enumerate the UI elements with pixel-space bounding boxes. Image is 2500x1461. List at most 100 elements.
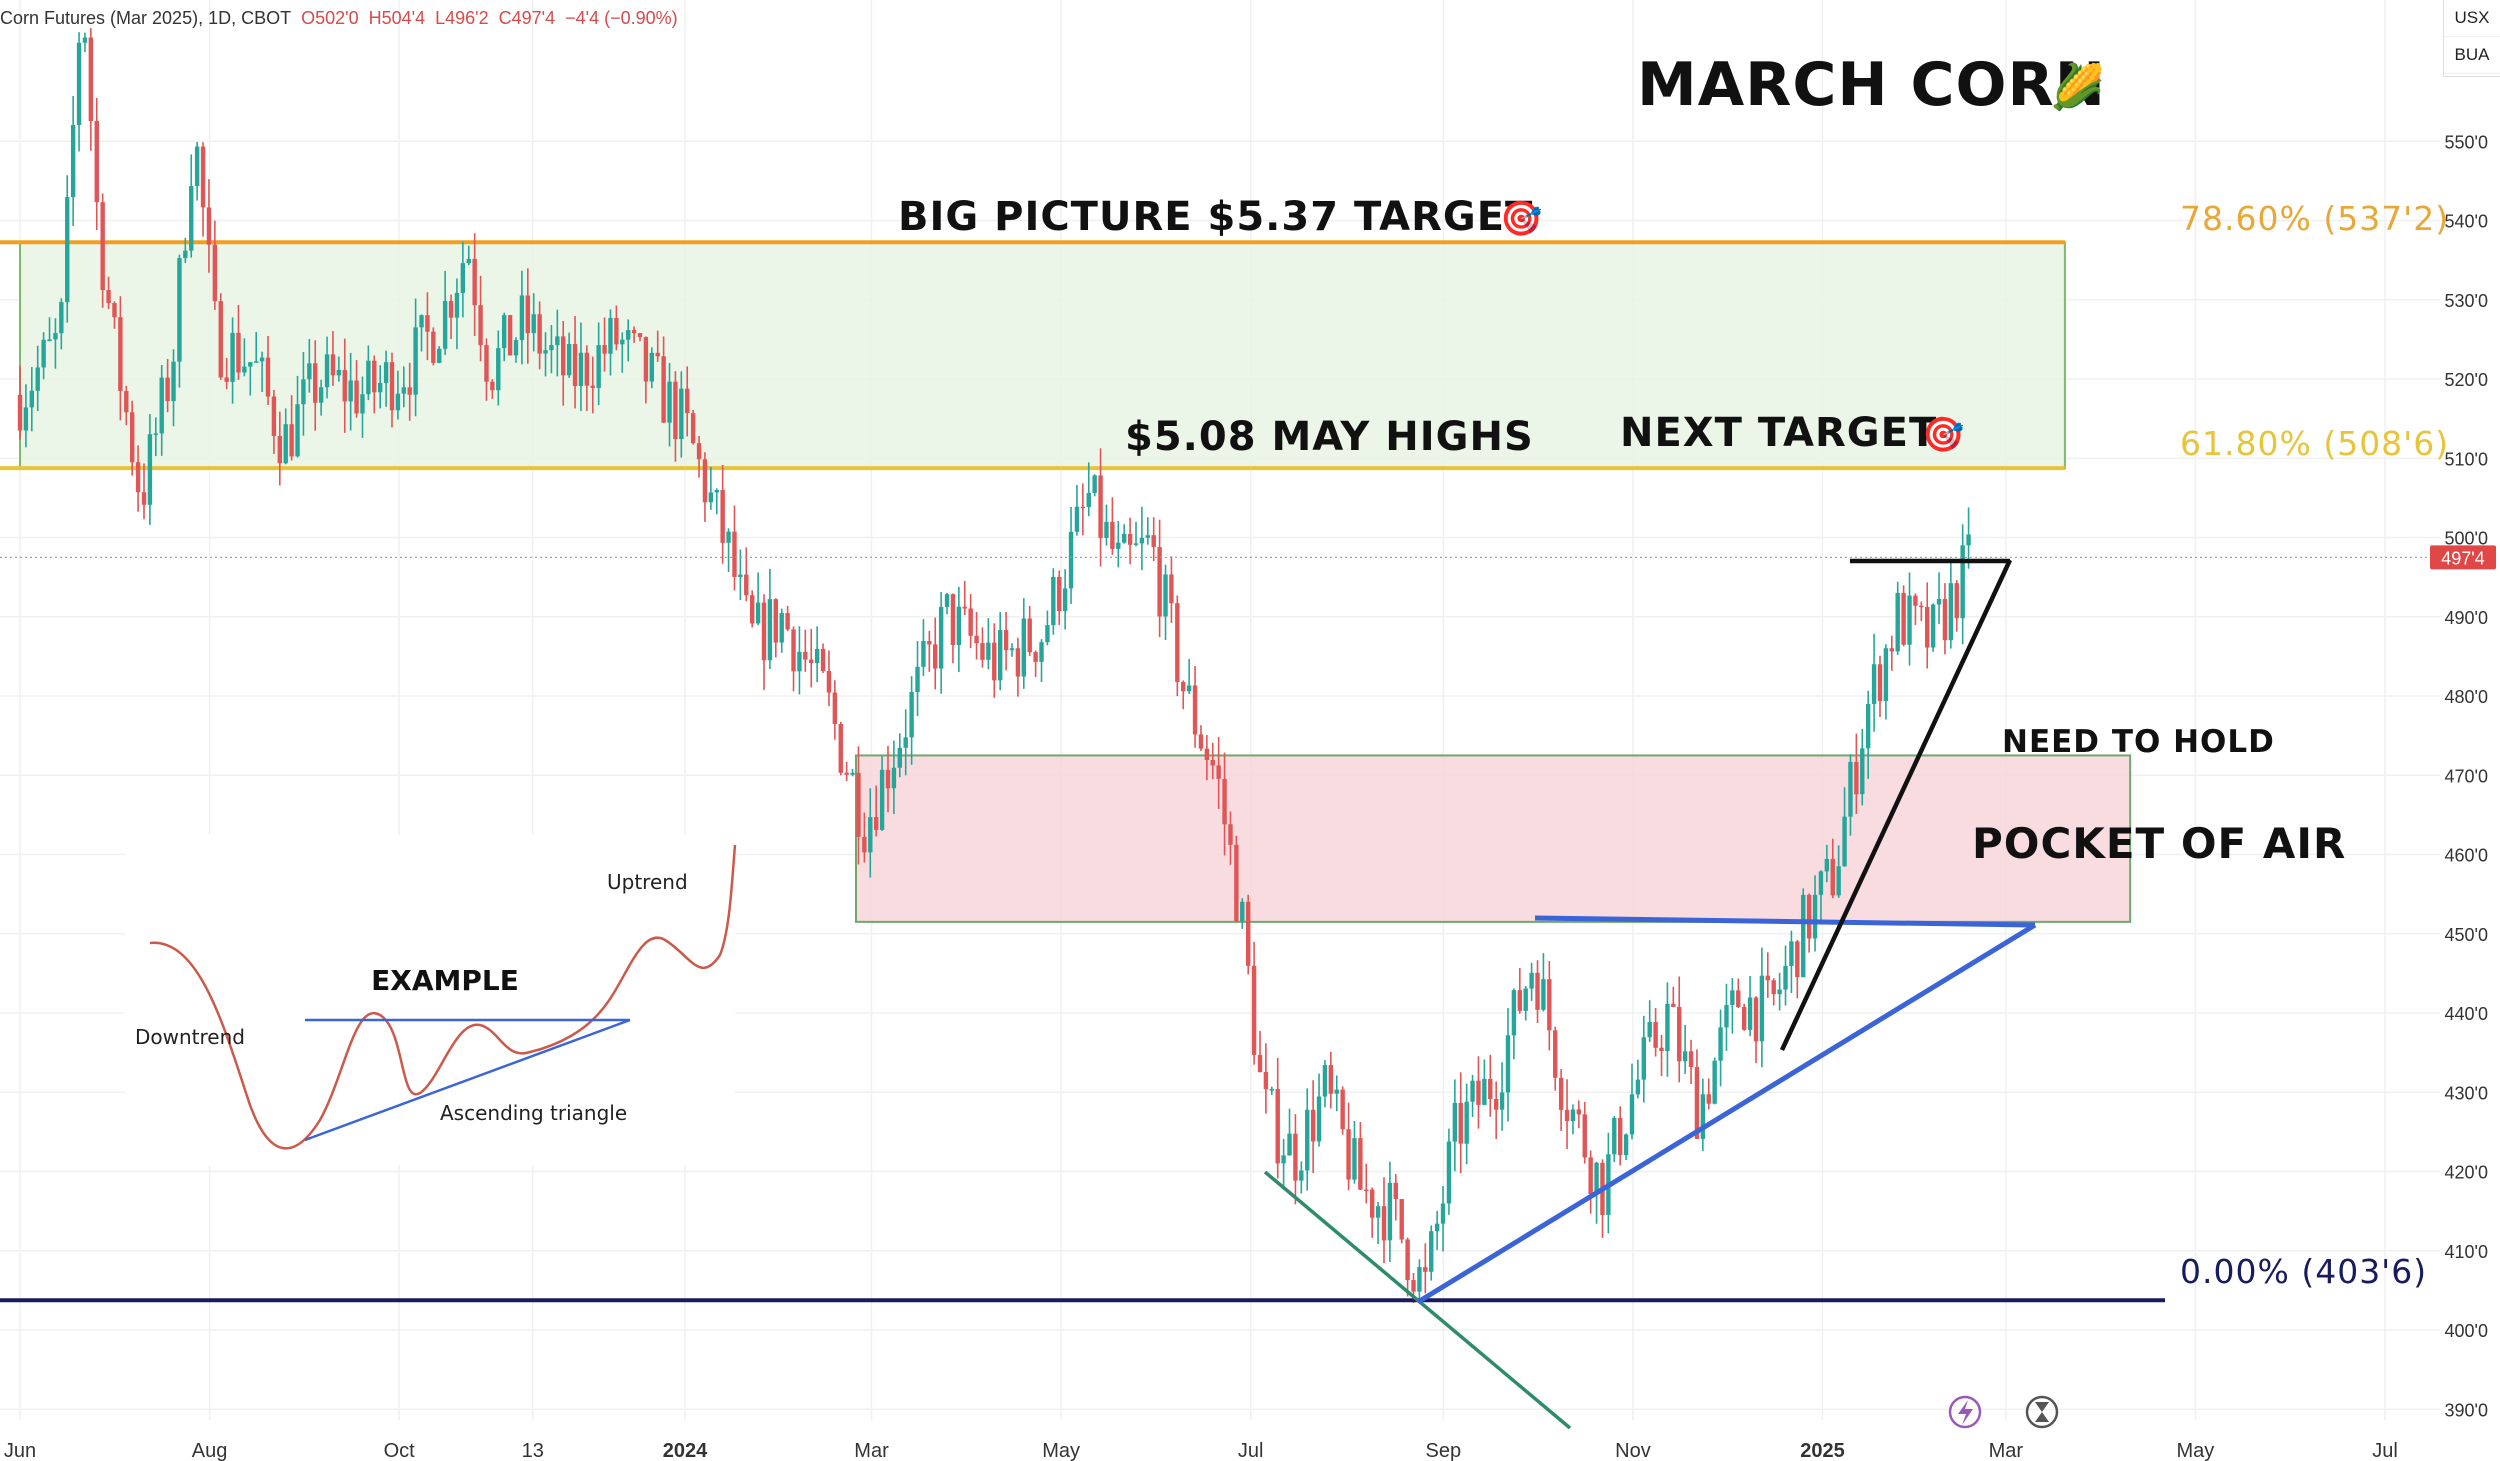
candle-body bbox=[791, 629, 796, 672]
candle-body bbox=[868, 817, 873, 853]
candle-body bbox=[419, 315, 424, 328]
candle-body bbox=[1759, 975, 1765, 1042]
candle-body bbox=[1682, 1051, 1688, 1062]
candle-body bbox=[1322, 1065, 1328, 1097]
y-tick-label: 540'0 bbox=[2445, 212, 2488, 232]
candle-body bbox=[1623, 1134, 1629, 1156]
candle-body bbox=[65, 197, 70, 303]
lightning-icon bbox=[1948, 1395, 1982, 1429]
candle-body bbox=[1730, 990, 1735, 1005]
candle-body bbox=[1582, 1114, 1587, 1158]
candle-body bbox=[1116, 542, 1121, 549]
candle-body bbox=[1434, 1223, 1440, 1232]
candle-body bbox=[1901, 592, 1906, 645]
candle-body bbox=[1712, 1060, 1717, 1104]
candle-body bbox=[354, 380, 359, 414]
candle-body bbox=[761, 602, 767, 661]
candle-body bbox=[1399, 1199, 1404, 1240]
candle-body bbox=[643, 337, 649, 382]
example-inset: EXAMPLE Uptrend Downtrend Ascending triangl… bbox=[125, 835, 737, 1165]
candle-body bbox=[956, 606, 962, 646]
ohlc-close: C497'4 bbox=[498, 8, 556, 28]
candle-body bbox=[189, 186, 194, 251]
candle-body bbox=[1777, 989, 1782, 995]
candle-body bbox=[1228, 824, 1233, 845]
candle-body bbox=[578, 352, 584, 386]
currency-box[interactable]: USX BUA bbox=[2443, 0, 2500, 77]
candle-body bbox=[324, 354, 330, 388]
candle-body bbox=[797, 651, 802, 672]
candle-body bbox=[667, 381, 672, 423]
candle-body bbox=[1499, 1092, 1505, 1110]
candle-body bbox=[779, 613, 784, 643]
candle-body bbox=[962, 606, 967, 609]
candle-body bbox=[1393, 1182, 1399, 1200]
candle-body bbox=[1222, 778, 1227, 825]
candle-body bbox=[466, 258, 471, 264]
candle-body bbox=[921, 641, 926, 667]
candle-body bbox=[1688, 1051, 1694, 1068]
candle-body bbox=[1529, 972, 1534, 989]
candle-body bbox=[1139, 537, 1145, 544]
candle-body bbox=[1736, 990, 1741, 1007]
candle-body bbox=[1842, 816, 1847, 867]
candle-body bbox=[301, 379, 306, 405]
x-tick-label: May bbox=[2177, 1440, 2215, 1461]
y-tick-label: 550'0 bbox=[2445, 132, 2488, 152]
y-tick-label: 390'0 bbox=[2445, 1400, 2488, 1420]
candle-body bbox=[856, 772, 861, 837]
ohlc-change: −4'4 (−0.90%) bbox=[565, 8, 678, 28]
candle-body bbox=[696, 443, 702, 460]
candle-body bbox=[1269, 1089, 1275, 1091]
ohlc-open: O502'0 bbox=[301, 8, 359, 28]
candle-body bbox=[1234, 844, 1239, 922]
candle-body bbox=[1057, 576, 1062, 612]
candle-body bbox=[1942, 599, 1948, 641]
candle-body bbox=[348, 380, 353, 402]
candle-body bbox=[555, 336, 560, 346]
candle-body bbox=[283, 424, 288, 464]
ascending-triangle-label: Ascending triangle bbox=[440, 1101, 627, 1125]
candle-body bbox=[1375, 1206, 1381, 1218]
candle-body bbox=[1659, 1047, 1664, 1052]
candle-body bbox=[1806, 894, 1812, 939]
candle-body bbox=[590, 385, 595, 388]
candle-body bbox=[596, 345, 601, 388]
candle-body bbox=[1960, 545, 1965, 619]
candle-body bbox=[1812, 894, 1818, 939]
candle-body bbox=[1021, 618, 1027, 677]
candle-body bbox=[1700, 1094, 1706, 1139]
candle-body bbox=[135, 462, 141, 493]
candle-body bbox=[1346, 1129, 1351, 1180]
candle-body bbox=[94, 120, 99, 203]
x-tick-label: Mar bbox=[854, 1440, 889, 1461]
candle-body bbox=[1848, 761, 1853, 817]
candle-body bbox=[1334, 1089, 1339, 1094]
candle-body bbox=[620, 339, 625, 345]
ohlc-high: H504'4 bbox=[368, 8, 426, 28]
candle-body bbox=[1299, 1170, 1304, 1181]
candle-body bbox=[53, 333, 58, 340]
candle-body bbox=[35, 367, 40, 391]
candle-body bbox=[785, 613, 790, 630]
candle-body bbox=[950, 594, 956, 646]
x-tick-label: Jul bbox=[2372, 1440, 2398, 1461]
candle-body bbox=[903, 737, 908, 748]
candle-body bbox=[986, 642, 991, 660]
candle-body bbox=[413, 327, 418, 395]
candle-body bbox=[561, 336, 566, 376]
candle-body bbox=[330, 354, 336, 376]
big-picture-target-label: BIG PICTURE $5.37 TARGET bbox=[898, 194, 1533, 240]
candle-body bbox=[372, 360, 377, 393]
candle-body bbox=[1316, 1096, 1322, 1142]
currency-code: USX bbox=[2444, 0, 2500, 37]
candle-body bbox=[755, 602, 761, 624]
candle-body bbox=[885, 769, 891, 789]
candle-body bbox=[1907, 595, 1912, 645]
candle-body bbox=[1429, 1231, 1434, 1272]
candle-body bbox=[1015, 648, 1021, 677]
candle-body bbox=[1086, 493, 1091, 507]
candle-body bbox=[832, 692, 838, 725]
candle-body bbox=[47, 339, 52, 341]
candle-body bbox=[1305, 1109, 1310, 1171]
